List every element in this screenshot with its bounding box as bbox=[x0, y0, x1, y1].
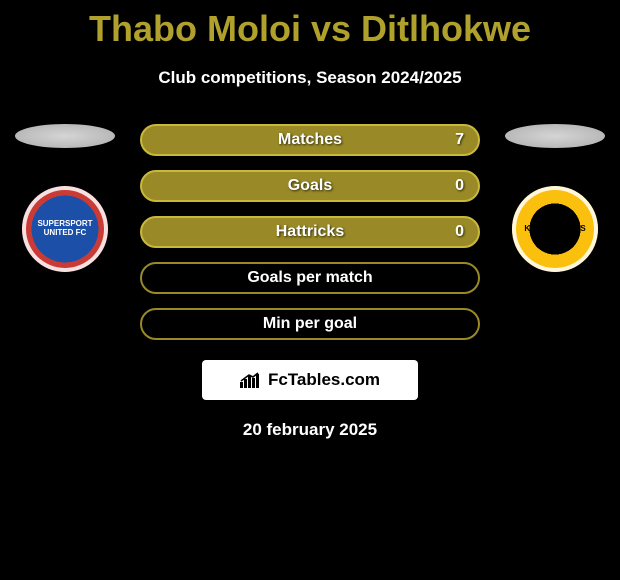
club-badge-left-text: SUPERSPORT UNITED FC bbox=[22, 214, 108, 244]
player-right-portrait-placeholder bbox=[505, 124, 605, 148]
bar-hattricks-label: Hattricks bbox=[276, 223, 344, 241]
brand-chart-icon bbox=[240, 372, 262, 388]
bar-matches-label: Matches bbox=[278, 131, 342, 149]
bar-hattricks: Hattricks 0 bbox=[140, 216, 480, 248]
player-left-column: SUPERSPORT UNITED FC bbox=[10, 124, 120, 272]
bar-goals-per-match-label: Goals per match bbox=[247, 269, 372, 287]
bar-matches: Matches 7 bbox=[140, 124, 480, 156]
stat-bars: Matches 7 Goals 0 Hattricks 0 Goals per … bbox=[140, 124, 480, 340]
bar-goals-per-match: Goals per match bbox=[140, 262, 480, 294]
bar-goals-value: 0 bbox=[455, 177, 464, 195]
bar-hattricks-value: 0 bbox=[455, 223, 464, 241]
bar-min-per-goal: Min per goal bbox=[140, 308, 480, 340]
brand-text: FcTables.com bbox=[268, 370, 380, 390]
player-right-column: KAIZER CHIEFS bbox=[500, 124, 610, 272]
comparison-area: SUPERSPORT UNITED FC Matches 7 Goals 0 H… bbox=[0, 124, 620, 340]
page-title: Thabo Moloi vs Ditlhokwe bbox=[0, 0, 620, 50]
player-left-portrait-placeholder bbox=[15, 124, 115, 148]
bar-goals-label: Goals bbox=[288, 177, 332, 195]
bar-matches-value: 7 bbox=[455, 131, 464, 149]
club-badge-right-text: KAIZER CHIEFS bbox=[518, 219, 591, 240]
brand-box: FcTables.com bbox=[202, 360, 418, 400]
club-badge-right: KAIZER CHIEFS bbox=[512, 186, 598, 272]
club-badge-left: SUPERSPORT UNITED FC bbox=[22, 186, 108, 272]
bar-min-per-goal-label: Min per goal bbox=[263, 315, 357, 333]
date-text: 20 february 2025 bbox=[0, 420, 620, 440]
bar-goals: Goals 0 bbox=[140, 170, 480, 202]
subtitle: Club competitions, Season 2024/2025 bbox=[0, 68, 620, 88]
